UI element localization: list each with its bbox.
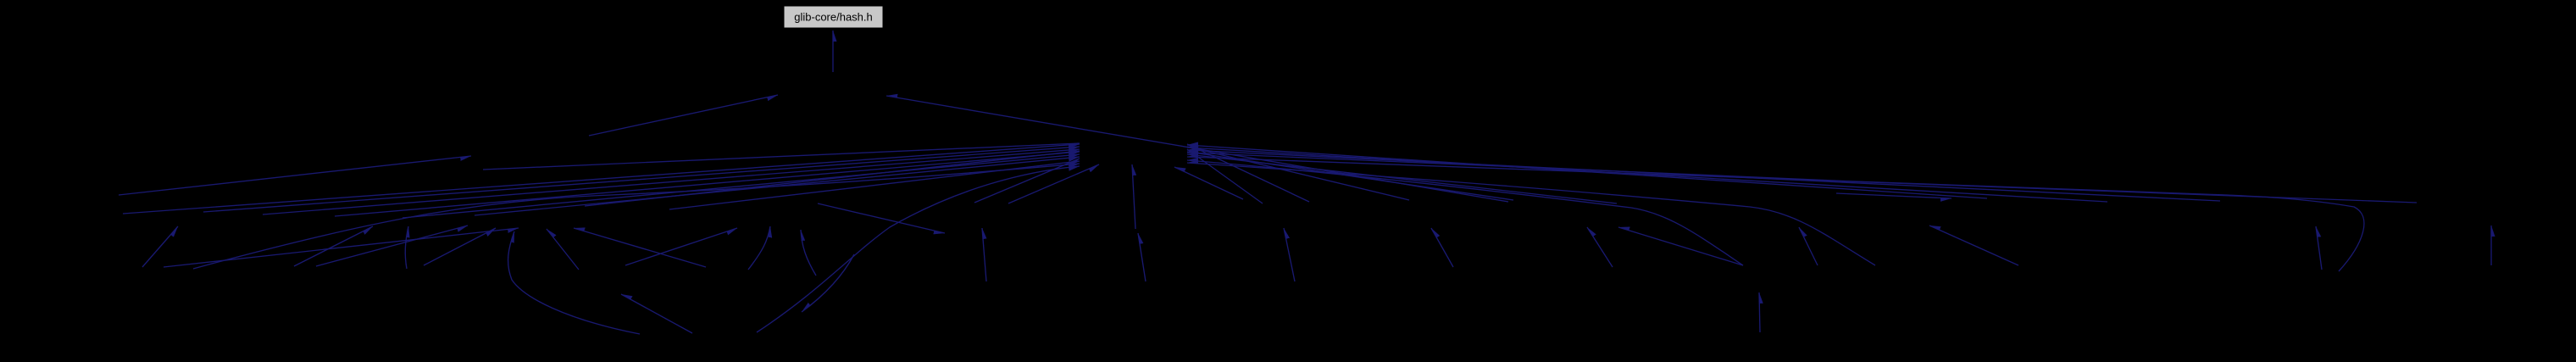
graph-edge xyxy=(669,160,1080,210)
graph-edge xyxy=(800,229,817,276)
graph-edge xyxy=(625,227,738,266)
graph-edge xyxy=(192,163,1080,270)
graph-edge xyxy=(756,165,1080,333)
graph-edge xyxy=(142,226,179,268)
graph-edge xyxy=(573,227,707,268)
graph-edge xyxy=(1186,163,1876,266)
graph-edge xyxy=(546,228,580,270)
graph-edge xyxy=(163,227,519,268)
graph-edge xyxy=(423,227,497,266)
graph-edge xyxy=(2315,226,2323,270)
graph-edge xyxy=(404,226,408,270)
graph-edge xyxy=(315,225,469,267)
graph-edge xyxy=(1131,164,1135,230)
graph-edge xyxy=(1798,226,1818,266)
graph-edge xyxy=(1586,226,1613,268)
graph-edge xyxy=(1758,292,1760,333)
graph-edge xyxy=(118,155,472,196)
node-glib-core-hash-h[interactable]: glib-core/hash.h xyxy=(783,5,884,29)
graph-edge xyxy=(482,142,1080,170)
graph-edge xyxy=(122,143,1080,214)
graph-edge xyxy=(1186,148,1263,204)
graph-edge xyxy=(402,153,1080,219)
graph-edge xyxy=(1835,192,1952,198)
graph-edge xyxy=(203,146,1080,213)
graph-edge xyxy=(1186,148,2108,203)
graph-edge xyxy=(262,148,1080,215)
graph-edge xyxy=(1283,227,1296,282)
graph-edge xyxy=(507,231,641,335)
graph-edge xyxy=(620,293,693,334)
graph-edge xyxy=(981,227,987,282)
graph-edge xyxy=(1174,166,1244,200)
graph-edge xyxy=(801,253,855,313)
graph-edge xyxy=(747,226,770,270)
graph-edge xyxy=(1137,232,1146,282)
graph-edge xyxy=(1186,154,1618,204)
graph-edge xyxy=(1929,225,2019,266)
graph-edge xyxy=(334,151,1080,217)
graph-edge xyxy=(1618,226,1744,266)
graph-edge xyxy=(817,203,946,233)
graph-edges-layer xyxy=(118,31,2491,335)
graph-edge xyxy=(1430,227,1454,268)
node-label: glib-core/hash.h xyxy=(794,11,873,24)
graph-edge xyxy=(1008,164,1100,204)
graph-edge xyxy=(1186,147,1410,201)
graph-edge xyxy=(974,158,1080,203)
graph-edge xyxy=(588,94,779,136)
graph-edge xyxy=(584,150,1080,207)
graph-edge xyxy=(293,226,374,267)
node-box xyxy=(783,5,884,29)
